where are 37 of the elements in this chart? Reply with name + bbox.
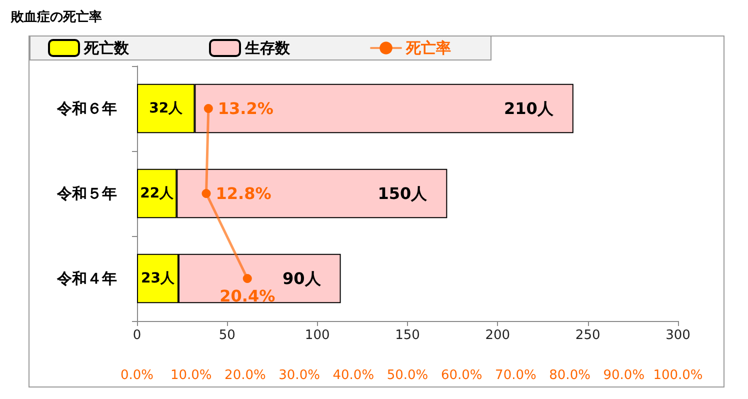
x-tick-label: 0 xyxy=(132,328,142,343)
legend-label: 死亡数 xyxy=(83,39,130,57)
data-label: 210人 xyxy=(504,99,554,118)
legend-label: 生存数 xyxy=(244,39,291,57)
x-tick-label: 150 xyxy=(395,328,420,343)
data-label: 32人 xyxy=(149,100,184,116)
data-label: 13.2% xyxy=(218,99,274,118)
x-tick-label: 100 xyxy=(304,328,330,343)
y-tick-label: 令和６年 xyxy=(56,100,117,118)
x2-tick-label: 20.0% xyxy=(224,368,266,383)
x2-tick-label: 100.0% xyxy=(653,368,703,383)
x2-tick-label: 0.0% xyxy=(120,368,154,383)
x2-tick-label: 80.0% xyxy=(549,368,590,383)
chart-title: 敗血症の死亡率 xyxy=(10,9,102,25)
data-label: 20.4% xyxy=(220,286,276,306)
x-tick-label: 250 xyxy=(575,328,600,343)
y-tick-label: 令和５年 xyxy=(56,184,117,202)
data-label: 150人 xyxy=(378,184,428,203)
point xyxy=(242,274,252,283)
x2-tick-label: 60.0% xyxy=(440,368,482,383)
data-label: 90人 xyxy=(282,269,322,288)
x-tick-label: 50 xyxy=(218,328,236,343)
x2-tick-label: 40.0% xyxy=(332,368,374,383)
legend-label: 死亡率 xyxy=(405,39,451,57)
x-tick-label: 300 xyxy=(666,328,690,343)
x2-tick-label: 10.0% xyxy=(170,368,212,383)
x2-tick-label: 70.0% xyxy=(495,368,536,383)
x2-tick-label: 50.0% xyxy=(386,368,428,383)
point xyxy=(204,104,213,113)
data-label: 22人 xyxy=(140,186,175,202)
x-tick-label: 200 xyxy=(485,328,510,343)
x2-tick-label: 90.0% xyxy=(603,368,645,383)
y-tick-label: 令和４年 xyxy=(56,270,117,288)
data-label: 12.8% xyxy=(216,184,272,203)
data-label: 23人 xyxy=(140,270,176,286)
point xyxy=(202,189,211,198)
x2-tick-label: 30.0% xyxy=(278,368,320,383)
